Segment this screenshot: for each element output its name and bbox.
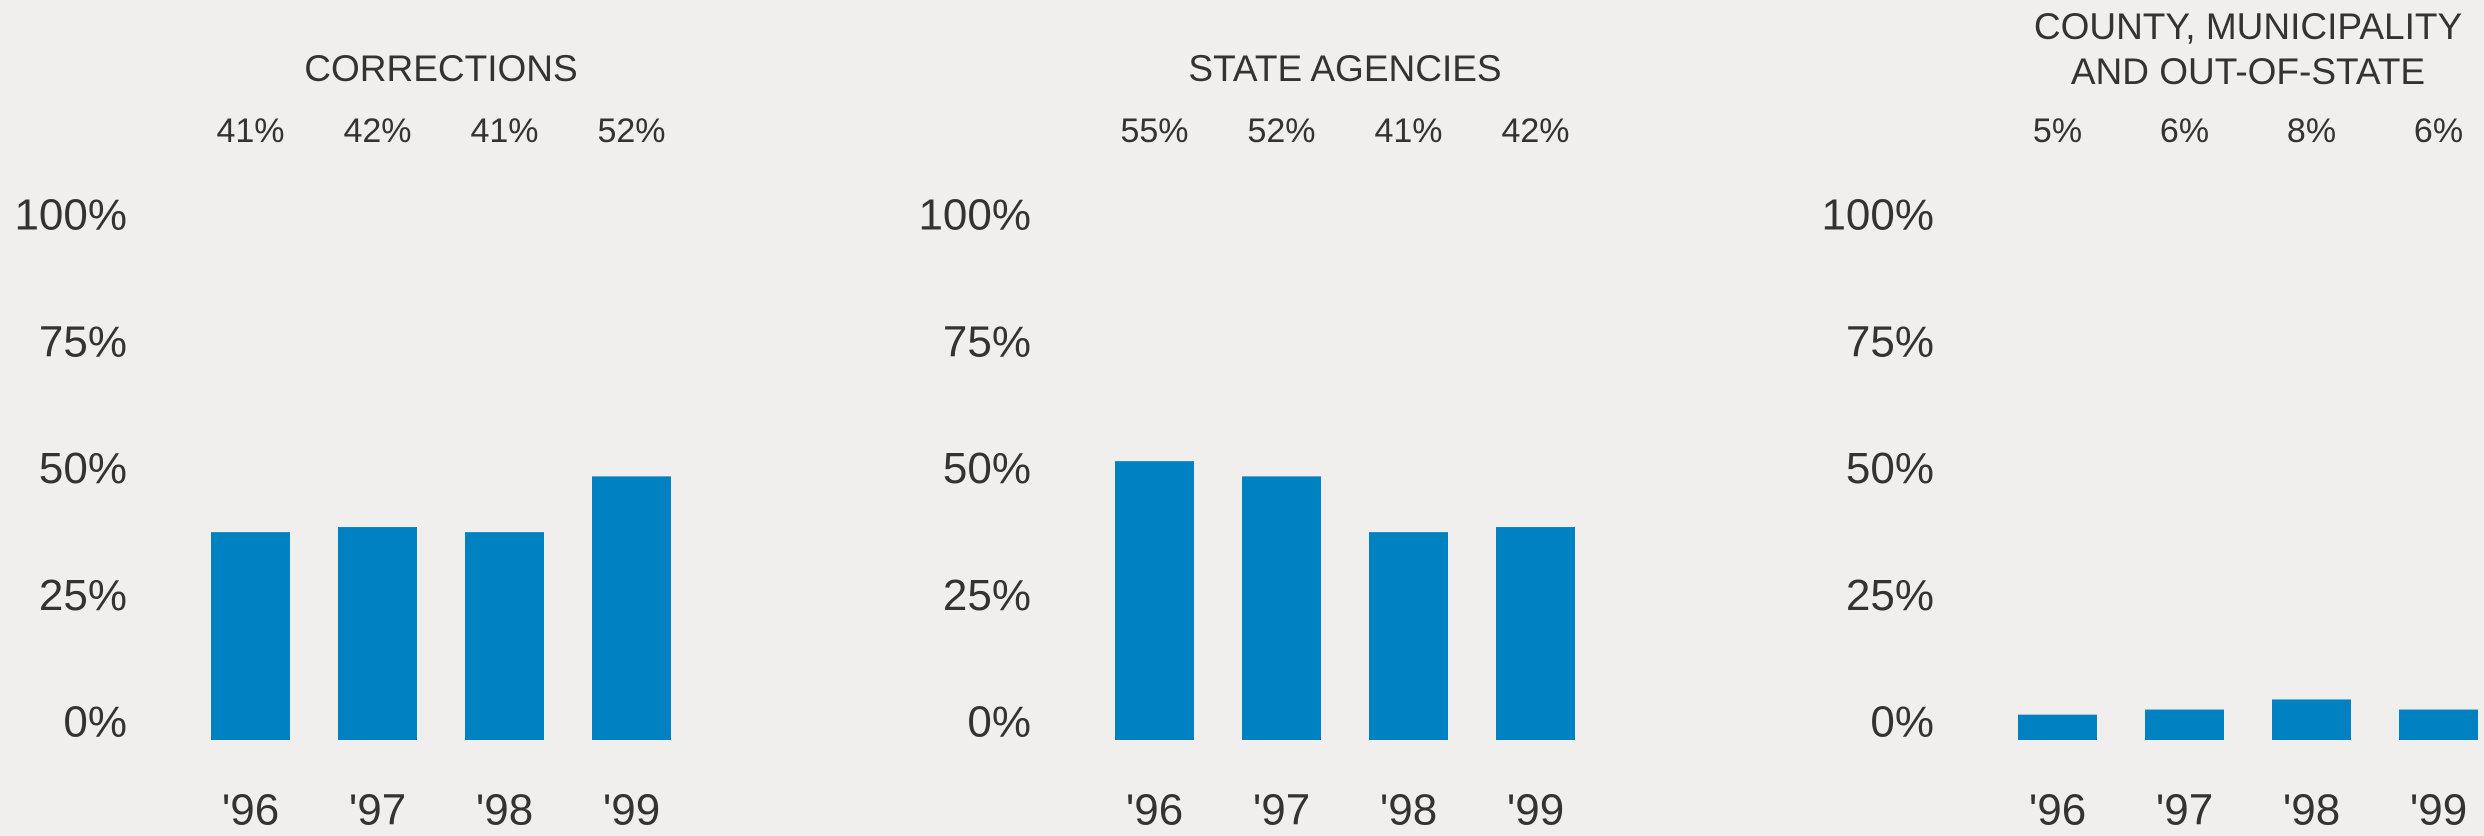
x-tick-label: '98 bbox=[476, 786, 533, 835]
value-label: 42% bbox=[1501, 112, 1569, 150]
bar bbox=[1496, 527, 1575, 740]
value-label: 42% bbox=[343, 112, 411, 150]
chart-title: AND OUT-OF-STATE bbox=[2071, 51, 2425, 92]
y-tick-label: 0% bbox=[967, 698, 1031, 747]
bar bbox=[2145, 709, 2224, 740]
value-label: 55% bbox=[1120, 112, 1188, 150]
y-tick-label: 50% bbox=[39, 444, 127, 493]
x-tick-label: '97 bbox=[1253, 786, 1310, 835]
value-label: 41% bbox=[470, 112, 538, 150]
x-tick-label: '96 bbox=[2029, 786, 2086, 835]
y-tick-label: 0% bbox=[1870, 698, 1934, 747]
x-tick-label: '97 bbox=[349, 786, 406, 835]
value-label: 6% bbox=[2414, 112, 2463, 150]
value-label: 8% bbox=[2287, 112, 2336, 150]
y-tick-label: 100% bbox=[918, 191, 1031, 240]
value-label: 5% bbox=[2033, 112, 2082, 150]
y-tick-label: 25% bbox=[39, 571, 127, 620]
value-label: 41% bbox=[1374, 112, 1442, 150]
y-tick-label: 50% bbox=[1846, 444, 1934, 493]
bar bbox=[592, 476, 671, 740]
y-tick-label: 25% bbox=[1846, 571, 1934, 620]
x-tick-label: '96 bbox=[1126, 786, 1183, 835]
value-label: 52% bbox=[597, 112, 665, 150]
y-tick-label: 75% bbox=[39, 317, 127, 366]
x-tick-label: '99 bbox=[2410, 786, 2467, 835]
bar bbox=[2399, 709, 2478, 740]
chart-title: CORRECTIONS bbox=[304, 48, 577, 89]
y-tick-label: 100% bbox=[1821, 191, 1934, 240]
x-tick-label: '97 bbox=[2156, 786, 2213, 835]
x-tick-label: '98 bbox=[2283, 786, 2340, 835]
y-tick-label: 100% bbox=[14, 191, 127, 240]
value-label: 52% bbox=[1247, 112, 1315, 150]
chart-title: COUNTY, MUNICIPALITY bbox=[2034, 6, 2462, 47]
x-tick-label: '99 bbox=[1507, 786, 1564, 835]
y-tick-label: 50% bbox=[943, 444, 1031, 493]
bar bbox=[1369, 532, 1448, 740]
bar bbox=[338, 527, 417, 740]
bar bbox=[211, 532, 290, 740]
y-tick-label: 25% bbox=[943, 571, 1031, 620]
value-label: 41% bbox=[216, 112, 284, 150]
y-tick-label: 0% bbox=[63, 698, 127, 747]
chart-title: STATE AGENCIES bbox=[1188, 48, 1501, 89]
bar bbox=[2018, 714, 2097, 740]
y-tick-label: 75% bbox=[1846, 317, 1934, 366]
bar bbox=[465, 532, 544, 740]
x-tick-label: '99 bbox=[603, 786, 660, 835]
y-tick-label: 75% bbox=[943, 317, 1031, 366]
x-tick-label: '96 bbox=[222, 786, 279, 835]
bar bbox=[2272, 699, 2351, 740]
bar bbox=[1242, 476, 1321, 740]
x-tick-label: '98 bbox=[1380, 786, 1437, 835]
value-label: 6% bbox=[2160, 112, 2209, 150]
bar bbox=[1115, 461, 1194, 740]
